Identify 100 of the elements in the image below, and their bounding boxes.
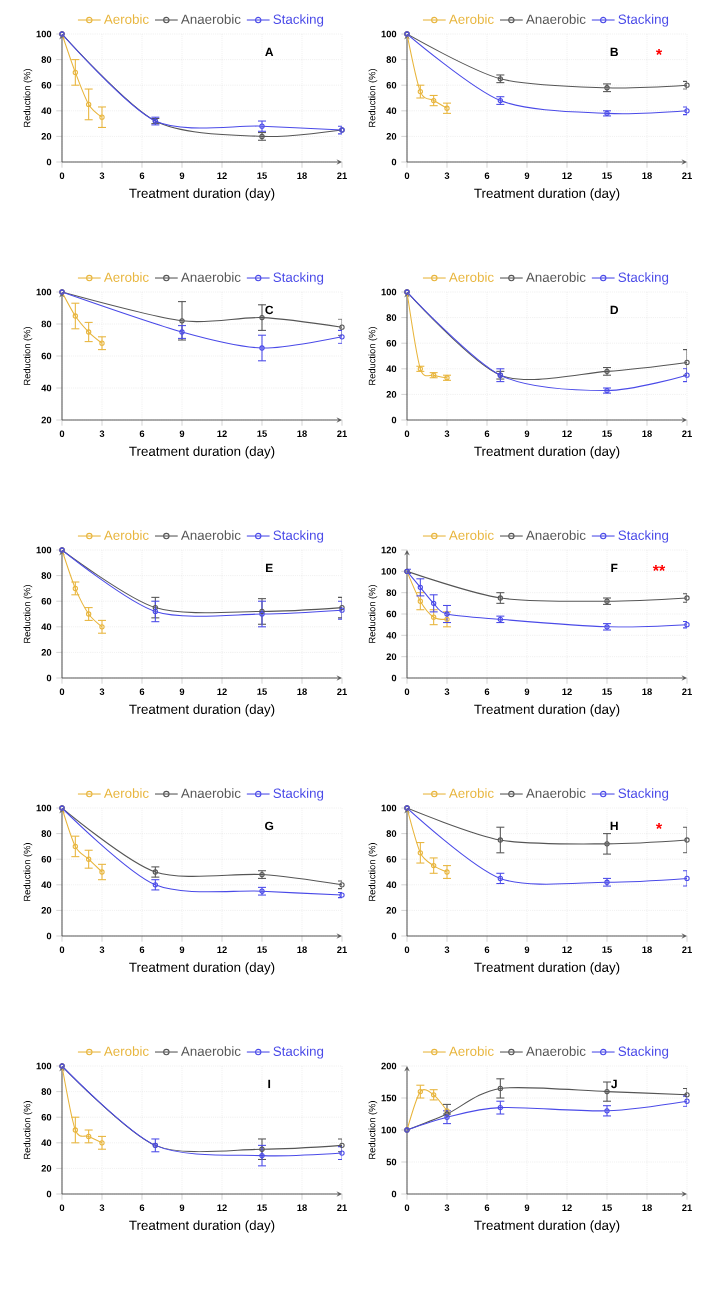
- y-tick-label: 80: [41, 56, 52, 63]
- legend-label: Aerobic: [448, 1046, 494, 1056]
- x-tick-label: 12: [562, 172, 572, 179]
- point: [417, 88, 424, 95]
- y-tick-label: 80: [386, 589, 397, 596]
- x-tick-label: 18: [642, 946, 652, 954]
- y-tick-label: 20: [41, 649, 52, 656]
- legend-label: Stacking: [618, 1046, 669, 1059]
- x-tick-label: 6: [139, 688, 145, 696]
- x-tick-label: 0: [59, 1204, 65, 1212]
- y-tick-label: 100: [36, 804, 52, 812]
- y-axis-title: Reduction (%): [368, 69, 378, 127]
- x-tick-label: 6: [139, 1204, 145, 1212]
- x-tick-label: 6: [139, 430, 145, 437]
- y-tick-label: 20: [386, 133, 397, 140]
- legend-label: Aerobic: [448, 788, 494, 798]
- x-axis-title: Treatment duration (day): [129, 446, 275, 459]
- y-tick-label: 0: [391, 674, 397, 682]
- y-tick-label: 80: [386, 56, 397, 63]
- legend-label: Anaerobic: [180, 788, 241, 798]
- x-tick-label: 0: [59, 430, 65, 437]
- x-axis-title: Treatment duration (day): [474, 704, 620, 717]
- legend-label: Aerobic: [448, 14, 494, 24]
- legend-label: Anaerobic: [180, 1046, 241, 1056]
- legend-label: Stacking: [273, 788, 324, 801]
- x-axis-title: Treatment duration (day): [474, 446, 620, 459]
- legend-label: Stacking: [618, 530, 669, 543]
- y-axis-title: Reduction (%): [23, 843, 33, 901]
- y-tick-label: 120: [381, 546, 397, 554]
- x-tick-label: 21: [337, 1204, 347, 1211]
- y-tick-label: 0: [46, 158, 52, 166]
- legend-label: Aerobic: [103, 14, 149, 24]
- x-tick-label: 18: [297, 1204, 307, 1212]
- legend-label: Anaerobic: [525, 272, 586, 282]
- y-tick-label: 0: [391, 1190, 397, 1198]
- x-tick-label: 3: [444, 172, 450, 180]
- y-tick-label: 80: [386, 830, 397, 837]
- x-tick-label: 3: [99, 946, 105, 954]
- text: J: [611, 1079, 617, 1089]
- x-tick-label: 12: [562, 1204, 572, 1211]
- x-tick-label: 9: [179, 1204, 185, 1212]
- y-tick-label: 40: [41, 881, 52, 889]
- x-tick-label: 3: [444, 1204, 450, 1212]
- x-tick-label: 12: [562, 688, 572, 695]
- y-axis-title: Reduction (%): [368, 843, 378, 901]
- x-tick-label: 3: [99, 688, 105, 696]
- x-axis-title: Treatment duration (day): [129, 188, 275, 201]
- legend-label: Stacking: [273, 1046, 324, 1059]
- y-tick-label: 20: [41, 416, 52, 424]
- x-tick-label: 18: [297, 688, 307, 696]
- y-tick-label: 100: [36, 546, 52, 554]
- point: [85, 1133, 92, 1140]
- x-axis-title: Treatment duration (day): [129, 704, 275, 717]
- y-tick-label: 60: [41, 1113, 52, 1121]
- point: [179, 329, 185, 335]
- x-tick-label: 6: [139, 946, 145, 954]
- y-axis-title: Reduction (%): [368, 585, 378, 643]
- legend-label: Aerobic: [103, 788, 149, 798]
- x-tick-label: 3: [99, 1204, 105, 1212]
- text: B: [610, 47, 618, 57]
- x-tick-label: 15: [602, 172, 612, 179]
- y-tick-label: 80: [386, 314, 397, 321]
- y-tick-label: 60: [41, 597, 52, 605]
- text: G: [265, 821, 274, 831]
- legend-label: Stacking: [273, 272, 324, 285]
- y-axis-title: Reduction (%): [23, 585, 33, 643]
- x-tick-label: 15: [257, 172, 267, 179]
- text: D: [610, 305, 619, 315]
- legend-label: Anaerobic: [525, 788, 586, 798]
- x-tick-label: 18: [297, 946, 307, 954]
- x-tick-label: 0: [404, 1204, 410, 1212]
- y-tick-label: 40: [41, 1139, 52, 1147]
- x-tick-label: 18: [642, 1204, 652, 1212]
- y-tick-label: 60: [386, 81, 397, 89]
- y-tick-label: 20: [386, 653, 397, 660]
- x-tick-label: 15: [602, 430, 612, 437]
- x-tick-label: 18: [642, 172, 652, 179]
- y-tick-label: 150: [381, 1094, 397, 1102]
- x-tick-label: 6: [139, 172, 145, 179]
- y-tick-label: 40: [386, 107, 397, 115]
- y-tick-label: 20: [41, 133, 52, 140]
- x-tick-label: 18: [642, 688, 652, 696]
- point: [85, 611, 92, 617]
- y-tick-label: 100: [381, 288, 397, 296]
- legend-label: Anaerobic: [180, 14, 241, 24]
- point: [497, 1104, 504, 1111]
- x-tick-label: 15: [602, 688, 612, 695]
- y-tick-label: 100: [381, 1126, 397, 1134]
- x-axis-title: Treatment duration (day): [474, 188, 620, 201]
- y-tick-label: 20: [386, 391, 397, 398]
- x-tick-label: 21: [337, 688, 347, 695]
- y-axis-title: Reduction (%): [23, 69, 33, 127]
- x-tick-label: 9: [179, 688, 185, 696]
- y-tick-label: 60: [386, 610, 397, 618]
- legend-label: Anaerobic: [525, 530, 586, 540]
- y-tick-label: 60: [41, 81, 52, 89]
- annotation: *: [655, 48, 663, 55]
- x-tick-label: 9: [524, 688, 530, 696]
- x-tick-label: 21: [337, 946, 347, 953]
- x-tick-label: 3: [444, 430, 450, 438]
